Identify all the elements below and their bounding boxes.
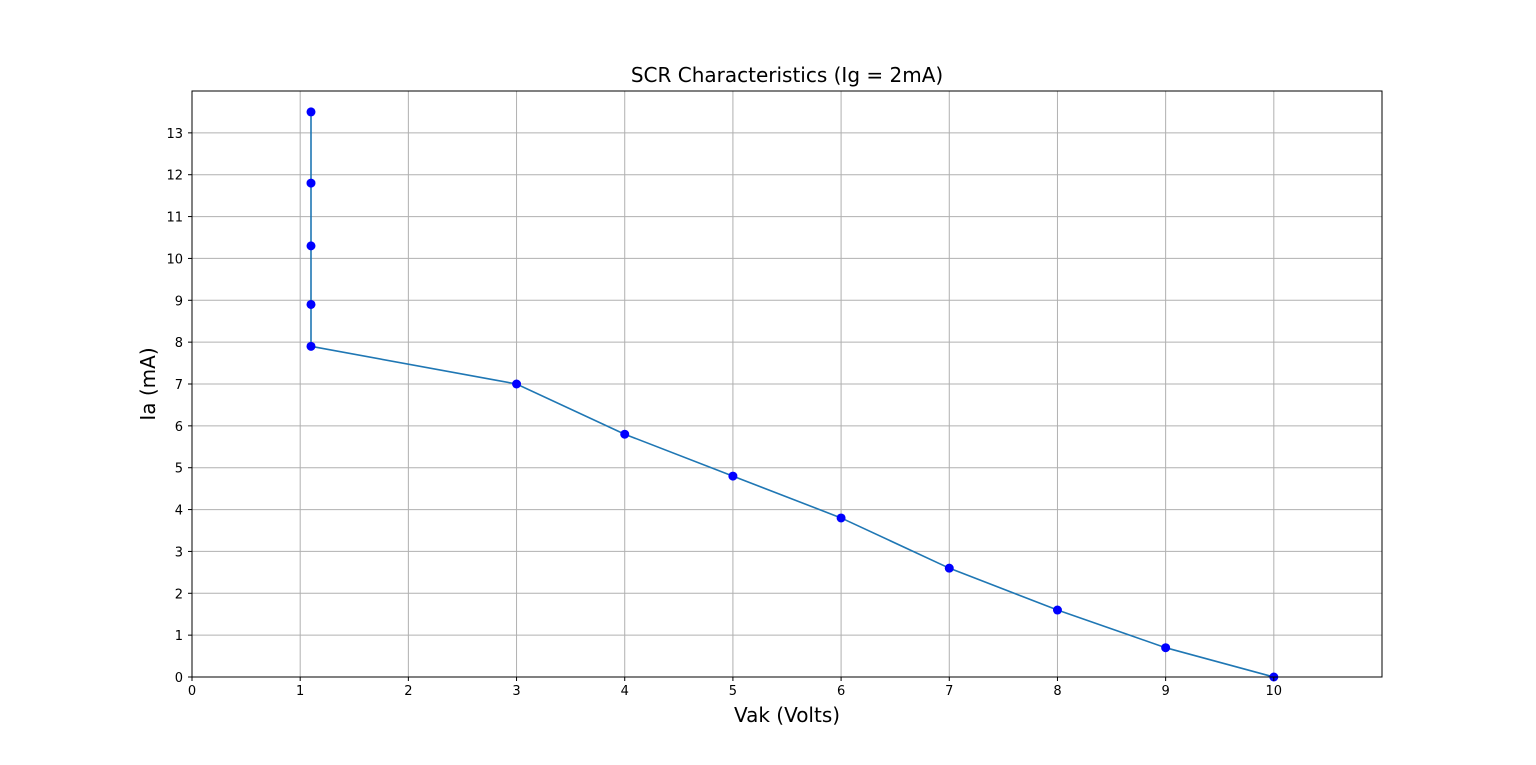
y-tick-label: 7: [175, 378, 183, 393]
x-tick-label: 8: [1053, 684, 1061, 699]
y-tick-label: 8: [175, 336, 183, 351]
data-point: [306, 178, 316, 188]
y-tick-label: 5: [175, 462, 183, 477]
x-tick-label: 7: [945, 684, 953, 699]
x-tick-label: 5: [729, 684, 737, 699]
y-tick-label: 12: [166, 169, 183, 184]
y-axis-label: Ia (mA): [136, 347, 160, 420]
data-point: [306, 299, 316, 309]
data-point: [728, 471, 738, 481]
y-tick-label: 10: [166, 252, 183, 267]
data-point: [1052, 605, 1062, 615]
y-tick-label: 6: [175, 420, 183, 435]
x-tick-label: 1: [296, 684, 304, 699]
x-tick-label: 0: [188, 684, 196, 699]
x-tick-label: 4: [621, 684, 629, 699]
y-tick-label: 2: [175, 587, 183, 602]
x-tick-label: 3: [512, 684, 520, 699]
series-layer: [306, 107, 1279, 682]
x-tick-label: 2: [404, 684, 412, 699]
data-point: [944, 563, 954, 573]
data-point: [1161, 643, 1171, 653]
chart-title: SCR Characteristics (Ig = 2mA): [631, 63, 943, 87]
x-axis-label: Vak (Volts): [734, 703, 840, 727]
x-tick-label: 10: [1266, 684, 1283, 699]
data-point: [306, 241, 316, 251]
data-point: [306, 107, 316, 117]
data-point: [836, 513, 846, 523]
y-tick-label: 11: [166, 211, 183, 226]
y-tick-label: 3: [175, 545, 183, 560]
data-point: [512, 379, 522, 389]
y-tick-label: 13: [166, 127, 183, 142]
x-tick-label: 9: [1161, 684, 1169, 699]
x-tick-label: 6: [837, 684, 845, 699]
y-tick-label: 4: [175, 504, 183, 519]
y-tick-label: 9: [175, 294, 183, 309]
data-point: [306, 341, 316, 351]
y-tick-label: 1: [175, 629, 183, 644]
data-point: [620, 429, 630, 439]
y-tick-label: 0: [175, 671, 183, 686]
